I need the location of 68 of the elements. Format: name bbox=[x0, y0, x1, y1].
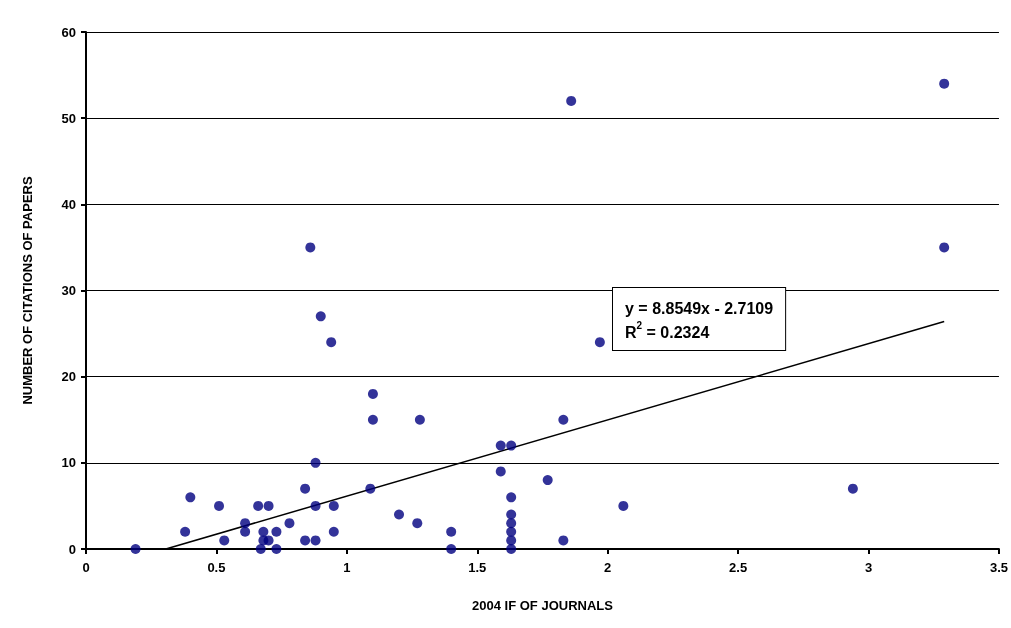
point bbox=[328, 500, 339, 511]
point bbox=[258, 526, 269, 537]
point bbox=[446, 526, 457, 537]
point bbox=[180, 526, 191, 537]
y-axis-title: NUMBER OF CITATIONS OF PAPERS bbox=[20, 176, 35, 405]
annotation: y = 8.8549x - 2.7109 bbox=[625, 299, 774, 317]
x-tick-label: 1.5 bbox=[468, 560, 487, 575]
point bbox=[506, 544, 517, 554]
point bbox=[365, 483, 376, 494]
point bbox=[300, 483, 311, 494]
point bbox=[618, 500, 629, 511]
point bbox=[506, 440, 517, 451]
point bbox=[594, 337, 605, 348]
point bbox=[284, 518, 295, 529]
point bbox=[328, 526, 339, 537]
point bbox=[939, 78, 950, 89]
x-tick-label: 0 bbox=[82, 560, 90, 575]
point bbox=[310, 457, 321, 468]
point bbox=[446, 544, 457, 554]
point bbox=[506, 492, 517, 503]
point bbox=[542, 475, 553, 486]
x-axis-title: 2004 IF OF JOURNALS bbox=[472, 598, 614, 613]
point bbox=[506, 518, 517, 529]
point bbox=[310, 500, 321, 511]
x-tick-label: 3 bbox=[864, 560, 873, 575]
point bbox=[558, 414, 569, 425]
y-tick-label: 30 bbox=[61, 283, 76, 298]
point bbox=[506, 526, 517, 537]
point bbox=[263, 535, 274, 546]
point bbox=[394, 509, 405, 520]
y-tick-label: 40 bbox=[61, 196, 76, 212]
point bbox=[506, 535, 517, 546]
x-tick-label: 2 bbox=[604, 560, 612, 575]
point bbox=[412, 518, 423, 529]
point bbox=[253, 500, 264, 511]
x-tick-label: 1 bbox=[343, 560, 351, 575]
y-tick-label: 0 bbox=[68, 541, 76, 557]
point bbox=[414, 414, 425, 425]
y-tick-label: 50 bbox=[61, 110, 76, 126]
point bbox=[219, 535, 230, 546]
point bbox=[326, 337, 337, 348]
point bbox=[255, 544, 266, 554]
point bbox=[185, 492, 196, 503]
point bbox=[300, 535, 311, 546]
point bbox=[939, 242, 950, 253]
point bbox=[240, 526, 251, 537]
point bbox=[240, 518, 251, 529]
point bbox=[495, 466, 506, 477]
point bbox=[271, 526, 282, 537]
point bbox=[558, 535, 569, 546]
x-tick-label: 0.5 bbox=[207, 560, 226, 575]
point bbox=[305, 242, 316, 253]
x-tick-label: 2.5 bbox=[729, 560, 748, 575]
x-tick-label: 3.5 bbox=[989, 560, 1008, 575]
point bbox=[263, 500, 274, 511]
point bbox=[310, 535, 321, 546]
y-tick-label: 20 bbox=[61, 369, 76, 385]
point bbox=[367, 388, 378, 399]
point bbox=[315, 311, 326, 322]
point bbox=[130, 544, 141, 554]
y-tick-label: 60 bbox=[61, 24, 76, 40]
y-tick-label: 10 bbox=[61, 455, 76, 471]
point bbox=[847, 483, 858, 494]
point bbox=[214, 500, 225, 511]
point bbox=[495, 440, 506, 451]
point bbox=[271, 544, 282, 554]
point bbox=[566, 95, 577, 106]
point bbox=[367, 414, 378, 425]
